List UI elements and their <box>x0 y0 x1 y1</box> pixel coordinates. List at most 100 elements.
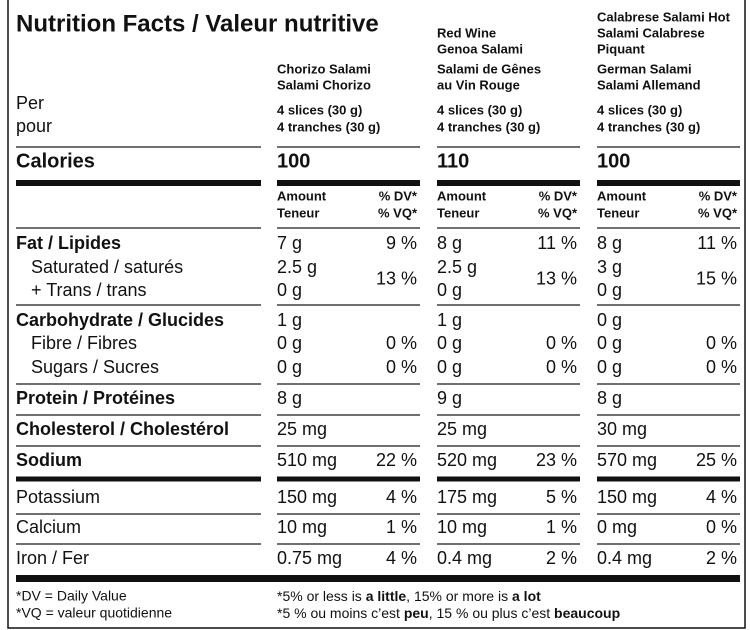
calories-label: Calories <box>16 150 95 172</box>
dv-value: 23 % <box>536 450 577 470</box>
nutrient-label: Cholesterol / Cholestérol <box>16 419 229 439</box>
dv-value: 11 % <box>697 233 737 253</box>
dv-value: 4 % <box>386 487 417 507</box>
footnote-text: *5 % ou moins c’est <box>277 605 404 621</box>
product-name: Salami Calabrese <box>597 25 705 40</box>
calories-value: 100 <box>277 150 310 172</box>
rule <box>277 304 420 306</box>
calories-value: 110 <box>437 150 469 172</box>
rule <box>437 543 580 545</box>
footnote-emphasis: a little <box>366 588 407 604</box>
dv-header: % DV* <box>379 188 418 203</box>
dv-value: 25 % <box>696 450 737 470</box>
footnote: *VQ = valeur quotidienne <box>16 605 172 621</box>
rule <box>597 414 740 416</box>
dv-header: % DV* <box>539 188 578 203</box>
dv-value: 0 % <box>706 357 737 377</box>
amount-value: 0 g <box>437 280 462 300</box>
product-name: Piquant <box>597 41 645 56</box>
dv-value: 15 % <box>696 268 737 288</box>
serving-size: 4 slices (30 g) <box>437 102 522 117</box>
nutrient-label: Saturated / saturés <box>31 257 183 277</box>
amount-header: Teneur <box>437 205 479 220</box>
amount-value: 0.4 mg <box>597 548 652 568</box>
product-name: au Vin Rouge <box>437 77 520 92</box>
rule <box>597 180 740 186</box>
amount-header: Amount <box>277 188 327 203</box>
rule <box>437 476 580 482</box>
per-label: pour <box>16 116 52 136</box>
rule <box>597 304 740 306</box>
dv-value: 0 % <box>386 333 417 353</box>
amount-value: 0 g <box>277 357 302 377</box>
product-name: Red Wine <box>437 25 496 40</box>
amount-value: 175 mg <box>437 487 497 507</box>
amount-header: Amount <box>437 188 487 203</box>
amount-value: 3 g <box>597 257 622 277</box>
amount-value: 30 mg <box>597 419 647 439</box>
dv-value: 5 % <box>546 487 577 507</box>
footnote: *DV = Daily Value <box>16 588 127 604</box>
rule <box>16 476 261 482</box>
dv-value: 0 % <box>546 357 577 377</box>
rule <box>597 543 740 545</box>
rule <box>16 227 261 229</box>
product-name: Salami Allemand <box>597 77 701 92</box>
dv-header: % VQ* <box>378 205 418 220</box>
rule <box>597 227 740 229</box>
amount-value: 1 g <box>437 310 462 330</box>
serving-size: 4 slices (30 g) <box>277 102 362 117</box>
nutrient-label: Iron / Fer <box>16 548 89 568</box>
per-label: Per <box>16 93 44 113</box>
footnote: *5% or less is a little, 15% or more is … <box>277 588 541 604</box>
amount-value: 0 g <box>437 333 462 353</box>
rule <box>277 513 420 515</box>
rule <box>277 543 420 545</box>
title: Nutrition Facts / Valeur nutritive <box>16 10 379 37</box>
dv-value: 13 % <box>376 268 417 288</box>
amount-value: 9 g <box>437 388 462 408</box>
rule <box>437 146 580 148</box>
amount-header: Teneur <box>277 205 319 220</box>
amount-value: 25 mg <box>277 419 327 439</box>
amount-value: 0 g <box>437 357 462 377</box>
amount-value: 0 g <box>597 333 622 353</box>
footnote: *5 % ou moins c’est peu, 15 % ou plus c’… <box>277 605 620 621</box>
nutrient-label: Calcium <box>16 517 81 537</box>
rule <box>16 543 261 545</box>
rule <box>277 383 420 385</box>
nutrient-label: Carbohydrate / Glucides <box>16 310 224 330</box>
rule <box>597 513 740 515</box>
dv-header: % VQ* <box>698 205 738 220</box>
product-name: Salami de Gênes <box>437 61 541 76</box>
dv-value: 0 % <box>706 517 737 537</box>
rule <box>277 227 420 229</box>
dv-header: % VQ* <box>538 205 578 220</box>
amount-value: 0 g <box>277 280 302 300</box>
rule <box>437 513 580 515</box>
rule <box>437 227 580 229</box>
rule <box>277 146 420 148</box>
dv-header: % DV* <box>699 188 738 203</box>
amount-value: 0 mg <box>597 517 637 537</box>
dv-value: 0 % <box>546 333 577 353</box>
amount-value: 150 mg <box>597 487 657 507</box>
amount-value: 570 mg <box>597 450 657 470</box>
nutrient-label: Sugars / Sucres <box>31 357 159 377</box>
amount-header: Amount <box>597 188 647 203</box>
amount-value: 25 mg <box>437 419 487 439</box>
amount-value: 1 g <box>277 310 302 330</box>
dv-value: 1 % <box>546 517 577 537</box>
dv-value: 9 % <box>386 233 417 253</box>
dv-value: 11 % <box>537 233 577 253</box>
amount-value: 8 g <box>597 388 622 408</box>
serving-size: 4 tranches (30 g) <box>277 119 380 134</box>
nutrient-label: Protein / Protéines <box>16 388 175 408</box>
amount-value: 10 mg <box>277 517 327 537</box>
dv-value: 13 % <box>536 268 577 288</box>
footnote-text: , 15 % ou plus c’est <box>429 605 554 621</box>
footnote-text: , 15% or more is <box>406 588 512 604</box>
label-frame <box>7 0 746 629</box>
dv-value: 22 % <box>376 450 417 470</box>
